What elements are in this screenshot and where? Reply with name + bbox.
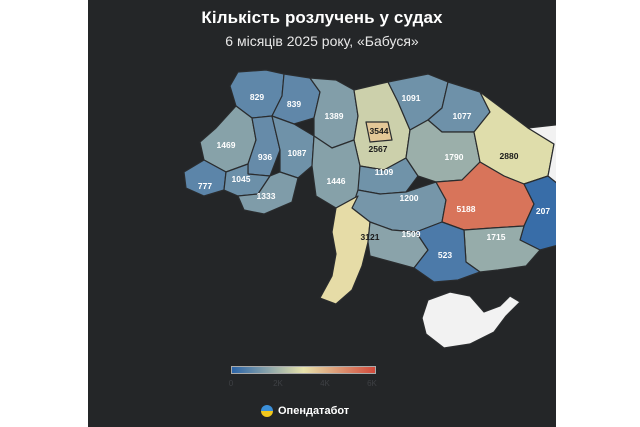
brand-name: Опендатабот [278,405,350,417]
region-value-rivne: 839 [287,99,301,109]
legend-tick-4k: 4K [320,379,330,388]
region-value-chernivtsi: 1333 [257,191,276,201]
region-value-zhytomyr: 1389 [325,111,344,121]
brand-logo: Опендатабот [261,403,349,419]
region-kyiv-city [365,121,393,143]
ukraine-flag-circle-icon [261,405,273,417]
legend-tick-6k: 6K [367,379,377,388]
region-khmelnytskyi [271,115,315,179]
region-kherson [413,221,481,283]
region-crimea [421,291,521,349]
region-value-ternopil: 936 [258,152,272,162]
chart-subtitle: 6 місяців 2025 року, «Бабуся» [225,33,419,49]
region-value-poltava: 1790 [445,152,464,162]
legend-tick-0: 0 [228,379,234,388]
region-vinnytsia [311,135,361,209]
region-value-kyiv-oblast: 2567 [369,144,388,154]
chart-title: Кількість розлучень у судах [201,8,443,27]
region-value-zaporizhzhia: 1715 [487,232,506,242]
region-value-donetsk: 207 [536,206,550,216]
region-value-odesa: 3121 [361,232,380,242]
region-chernivtsi [237,171,299,215]
region-value-cherkasy: 1109 [375,167,394,177]
legend-color-scale [231,366,376,374]
region-value-vinnytsia: 1446 [327,176,346,186]
ukraine-choropleth-map: 829 839 1389 2567 3544 1091 1077 1469 936 1087 144… [183,69,556,349]
region-value-kirovohrad: 1200 [400,193,419,203]
region-donetsk [519,175,556,251]
region-value-khmelnytskyi: 1087 [288,148,307,158]
region-value-mykolaiv: 1509 [402,229,421,239]
region-value-lviv: 1469 [217,140,236,150]
region-value-volyn: 829 [250,92,264,102]
legend-tick-2k: 2K [273,379,283,388]
region-value-sumy: 1077 [453,111,472,121]
region-value-ivano-frankivsk: 1045 [232,174,251,184]
region-value-kyiv-city: 3544 [370,126,389,136]
region-value-chernihiv: 1091 [402,93,421,103]
region-value-kharkiv: 2880 [500,151,519,161]
infographic-card: Кількість розлучень у судах 6 місяців 20… [88,0,556,427]
region-odesa [319,195,371,305]
region-luhansk [527,124,556,184]
region-value-dnipro: 5188 [457,204,476,214]
region-value-kherson: 523 [438,250,452,260]
region-value-zakarpattia: 777 [198,181,212,191]
